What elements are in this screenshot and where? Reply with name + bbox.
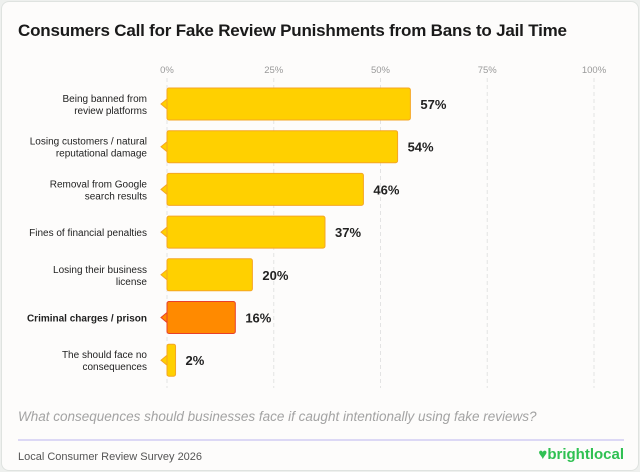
data-label: 46% <box>373 182 399 197</box>
x-tick-label: 75% <box>478 65 498 76</box>
bar-pointer <box>160 140 168 153</box>
bar-pointer <box>160 183 168 196</box>
data-label: 2% <box>186 353 205 368</box>
category-label: Losing their business license <box>53 265 147 288</box>
category-label: Losing customers / natural reputational d… <box>30 137 148 160</box>
bar <box>166 215 326 249</box>
bar <box>166 258 253 292</box>
bar-pointer <box>160 268 168 281</box>
category-label: Fines of financial penalties <box>29 228 147 239</box>
category-label: The should face no consequences <box>62 350 147 373</box>
bar-chart: 0% 25% 50% 75% 100% 57% Being banned from revie… <box>27 65 607 388</box>
chart-title: Consumers Call for Fake Review Punishmen… <box>18 21 567 40</box>
bar-pointer <box>160 226 168 239</box>
logo-text: brightlocal <box>547 446 624 463</box>
category-label: Removal from Google search results <box>50 179 148 202</box>
data-label: 54% <box>408 140 434 155</box>
source-footer: Local Consumer Review Survey 2026 <box>18 451 203 463</box>
pin-heart-icon: ♥ <box>538 446 548 463</box>
bar <box>166 343 177 377</box>
x-tick-label: 25% <box>264 65 284 76</box>
x-tick-label: 100% <box>582 65 607 76</box>
bar <box>166 130 399 164</box>
x-tick-label: 50% <box>371 65 391 76</box>
data-label: 20% <box>262 268 288 283</box>
data-label: 37% <box>335 225 361 240</box>
data-label: 16% <box>245 311 271 326</box>
category-label: Criminal charges / prison <box>27 314 147 325</box>
category-label: Being banned from review platforms <box>62 94 147 117</box>
bar-pointer <box>160 354 168 367</box>
bar <box>166 301 236 334</box>
bar-pointer <box>160 97 168 111</box>
brightlocal-logo: ♥brightlocal <box>538 446 624 463</box>
data-label: 57% <box>420 97 446 112</box>
bar <box>166 87 411 121</box>
survey-question: What consequences should businesses face… <box>18 409 537 424</box>
bar-pointer <box>160 311 168 324</box>
bar <box>166 172 364 206</box>
x-tick-label: 0% <box>160 65 174 76</box>
divider <box>18 439 624 441</box>
